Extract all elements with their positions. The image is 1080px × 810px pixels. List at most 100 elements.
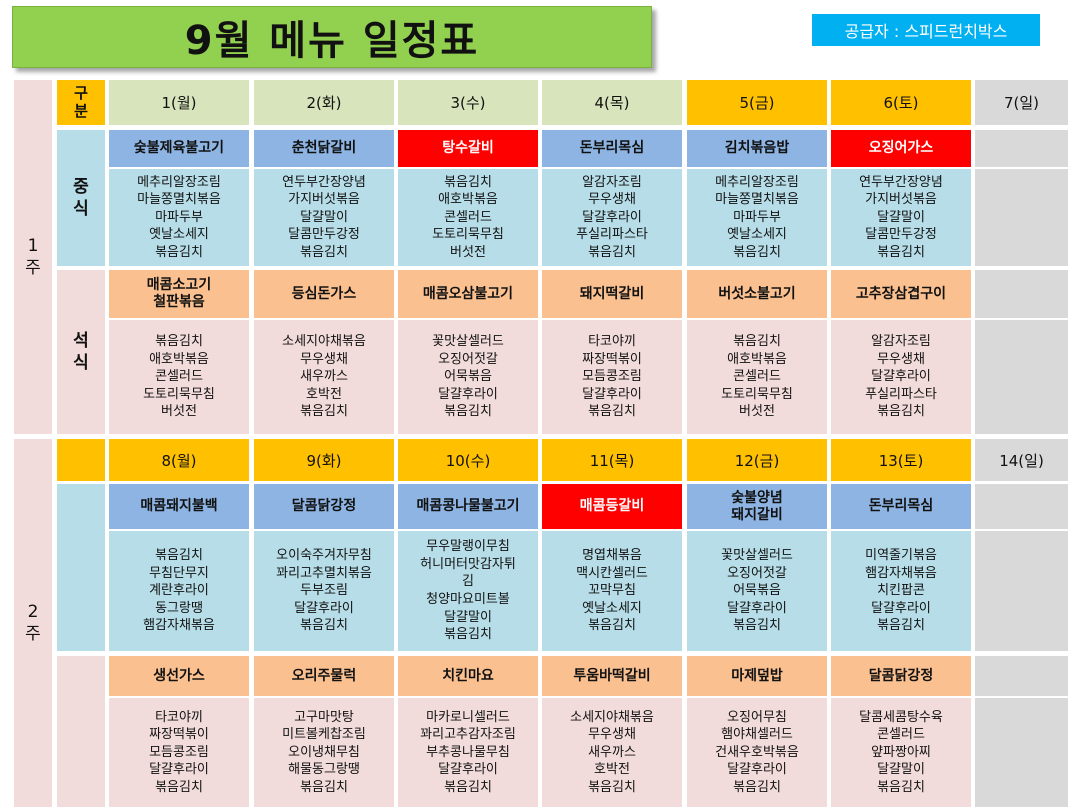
- menu-line: 허니머터맛감자튀: [420, 556, 516, 572]
- menu-line: 달걀후라이: [438, 762, 498, 778]
- menu-line: 치킨팝콘: [877, 583, 925, 599]
- empty-cell: [975, 484, 1068, 529]
- lunch-side-dishes: 오이숙주겨자무침 꽈리고추멸치볶음 두부조림 달걀후라이 볶음김치: [254, 531, 394, 651]
- menu-line: 꼬막무침: [588, 583, 636, 599]
- menu-line: 도토리묵무침: [721, 386, 793, 402]
- menu-line: 달걀후라이: [582, 386, 642, 402]
- day-header: 10(수): [398, 439, 538, 481]
- menu-line: 새우까스: [588, 744, 636, 760]
- menu-line: 볶음김치: [444, 174, 492, 190]
- lunch-main-dish: 오징어가스: [831, 130, 971, 167]
- menu-line: 볶음김치: [444, 404, 492, 420]
- menu-line: 콘셀러드: [733, 369, 781, 385]
- menu-line: 짜장떡볶이: [582, 351, 642, 367]
- lunch-main-dish: 숯불제육불고기: [109, 130, 249, 167]
- menu-line: 명엽채볶음: [582, 548, 642, 564]
- lunch-main-dish: 돈부리목심: [542, 130, 682, 167]
- menu-line: 달걀말이: [444, 609, 492, 625]
- dinner-main-dish: 돼지떡갈비: [542, 270, 682, 318]
- empty-cell: [975, 270, 1068, 318]
- lunch-main-dish: 숯불양념 돼지갈비: [687, 484, 827, 529]
- menu-line: 달걀말이: [877, 209, 925, 225]
- lunch-side-dishes: 메추리알장조림 마늘쫑멸치볶음 마파두부 옛날소세지 볶음김치: [109, 169, 249, 266]
- menu-line: 달콤만두강정: [288, 227, 360, 243]
- week-label-2: 2 주: [14, 439, 52, 807]
- empty-cell: [975, 320, 1068, 434]
- dinner-label: [57, 656, 105, 807]
- menu-line: 볶음김치: [155, 244, 203, 260]
- menu-line: 얖파짱아찌: [871, 744, 931, 760]
- dinner-side-dishes: 알감자조림 무우생채 달걀후라이 푸실리파스타 볶음김치: [831, 320, 971, 434]
- menu-line: 볶음김치: [877, 404, 925, 420]
- menu-line: 동그랑땡: [155, 600, 203, 616]
- menu-line: 푸실리파스타: [576, 227, 648, 243]
- menu-line: 콘셀러드: [877, 727, 925, 743]
- dinner-side-dishes: 소세지야채볶음 무우생채 새우까스 호박전 볶음김치: [254, 320, 394, 434]
- empty-cell: [975, 698, 1068, 807]
- lunch-label: [57, 484, 105, 651]
- dinner-side-dishes: 마카로니셀러드 꽈리고추감자조림 부추콩나물무침 달걀후라이 볶음김치: [398, 698, 538, 807]
- supplier-badge: 공급자 : 스피드런치박스: [812, 14, 1040, 46]
- menu-line: 달걀후라이: [871, 600, 931, 616]
- menu-line: 볶음김치: [877, 244, 925, 260]
- day-header: 13(토): [831, 439, 971, 481]
- dinner-side-dishes: 달콤세콤탕수육 콘셀러드 얖파짱아찌 달걀말이 볶음김치: [831, 698, 971, 807]
- lunch-main-dish: 김치볶음밥: [687, 130, 827, 167]
- lunch-label: 중 식: [57, 130, 105, 266]
- dinner-side-dishes: 고구마맛탕 미트볼케찹조림 오이냉채무침 해물동그랑땡 볶음김치: [254, 698, 394, 807]
- menu-line: 햄감자채볶음: [865, 565, 937, 581]
- menu-line: 달걀말이: [300, 209, 348, 225]
- empty-cell: [975, 656, 1068, 696]
- dinner-side-dishes: 오징어무침 햄야채셀러드 건새우호박볶음 달걀후라이 볶음김치: [687, 698, 827, 807]
- menu-line: 오이숙주겨자무침: [276, 548, 372, 564]
- menu-line: 고구마맛탕: [294, 709, 354, 725]
- week-label-1: 1 주: [14, 80, 52, 434]
- dinner-main-dish: 투움바떡갈비: [542, 656, 682, 696]
- day-header: 6(토): [831, 80, 971, 125]
- menu-line: 해물동그랑땡: [288, 762, 360, 778]
- gubun-header-blank: [57, 439, 105, 481]
- menu-line: 호박전: [594, 762, 630, 778]
- menu-line: 어묵볶음: [444, 369, 492, 385]
- lunch-side-dishes: 무우말랭이무침 허니머터맛감자튀 김 청양마요미트볼 달걀말이 볶음김치: [398, 531, 538, 651]
- menu-line: 콘셀러드: [155, 369, 203, 385]
- menu-line: 마늘쫑멸치볶음: [137, 192, 221, 208]
- dinner-main-dish: 달콤닭강정: [831, 656, 971, 696]
- menu-line: 옛날소세지: [727, 227, 787, 243]
- menu-line: 가지버섯볶음: [865, 192, 937, 208]
- menu-line: 꽈리고추멸치볶음: [276, 565, 372, 581]
- menu-line: 볶음김치: [300, 618, 348, 634]
- dinner-main-dish: 매콤소고기 철판볶음: [109, 270, 249, 318]
- dinner-main-dish: 마제덮밥: [687, 656, 827, 696]
- dinner-main-dish: 매콤오삼불고기: [398, 270, 538, 318]
- menu-line: 달걀후라이: [727, 762, 787, 778]
- menu-line: 모듬콩조림: [149, 744, 209, 760]
- lunch-side-dishes: 미역줄기볶음 햄감자채볶음 치킨팝콘 달걀후라이 볶음김치: [831, 531, 971, 651]
- menu-line: 무우생채: [588, 192, 636, 208]
- menu-line: 가지버섯볶음: [288, 192, 360, 208]
- menu-line: 볶음김치: [877, 779, 925, 795]
- menu-line: 옛날소세지: [149, 227, 209, 243]
- day-header: 7(일): [975, 80, 1068, 125]
- menu-line: 애호박볶음: [438, 192, 498, 208]
- menu-line: 꽈리고추감자조림: [420, 727, 516, 743]
- menu-line: 버섯전: [450, 244, 486, 260]
- dinner-side-dishes: 타코야끼 짜장떡볶이 모듬콩조림 달걀후라이 볶음김치: [542, 320, 682, 434]
- day-header: 5(금): [687, 80, 827, 125]
- menu-line: 계란후라이: [149, 583, 209, 599]
- day-header: 14(일): [975, 439, 1068, 481]
- lunch-side-dishes: 볶음김치 애호박볶음 콘셀러드 도토리묵무침 버섯전: [398, 169, 538, 266]
- day-header: 8(월): [109, 439, 249, 481]
- page-title: 9월 메뉴 일정표: [12, 6, 652, 68]
- menu-line: 새우까스: [300, 369, 348, 385]
- dinner-main-dish: 고추장삼겹구이: [831, 270, 971, 318]
- menu-line: 볶음김치: [444, 779, 492, 795]
- menu-line: 청양마요미트볼: [426, 592, 510, 607]
- menu-line: 모듬콩조림: [582, 369, 642, 385]
- menu-line: 볶음김치: [588, 618, 636, 634]
- menu-line: 무침단무지: [149, 565, 209, 581]
- dinner-main-dish: 치킨마요: [398, 656, 538, 696]
- menu-line: 햄감자채볶음: [143, 618, 215, 634]
- menu-line: 맥시칸셀러드: [576, 565, 648, 581]
- menu-line: 미역줄기볶음: [865, 548, 937, 564]
